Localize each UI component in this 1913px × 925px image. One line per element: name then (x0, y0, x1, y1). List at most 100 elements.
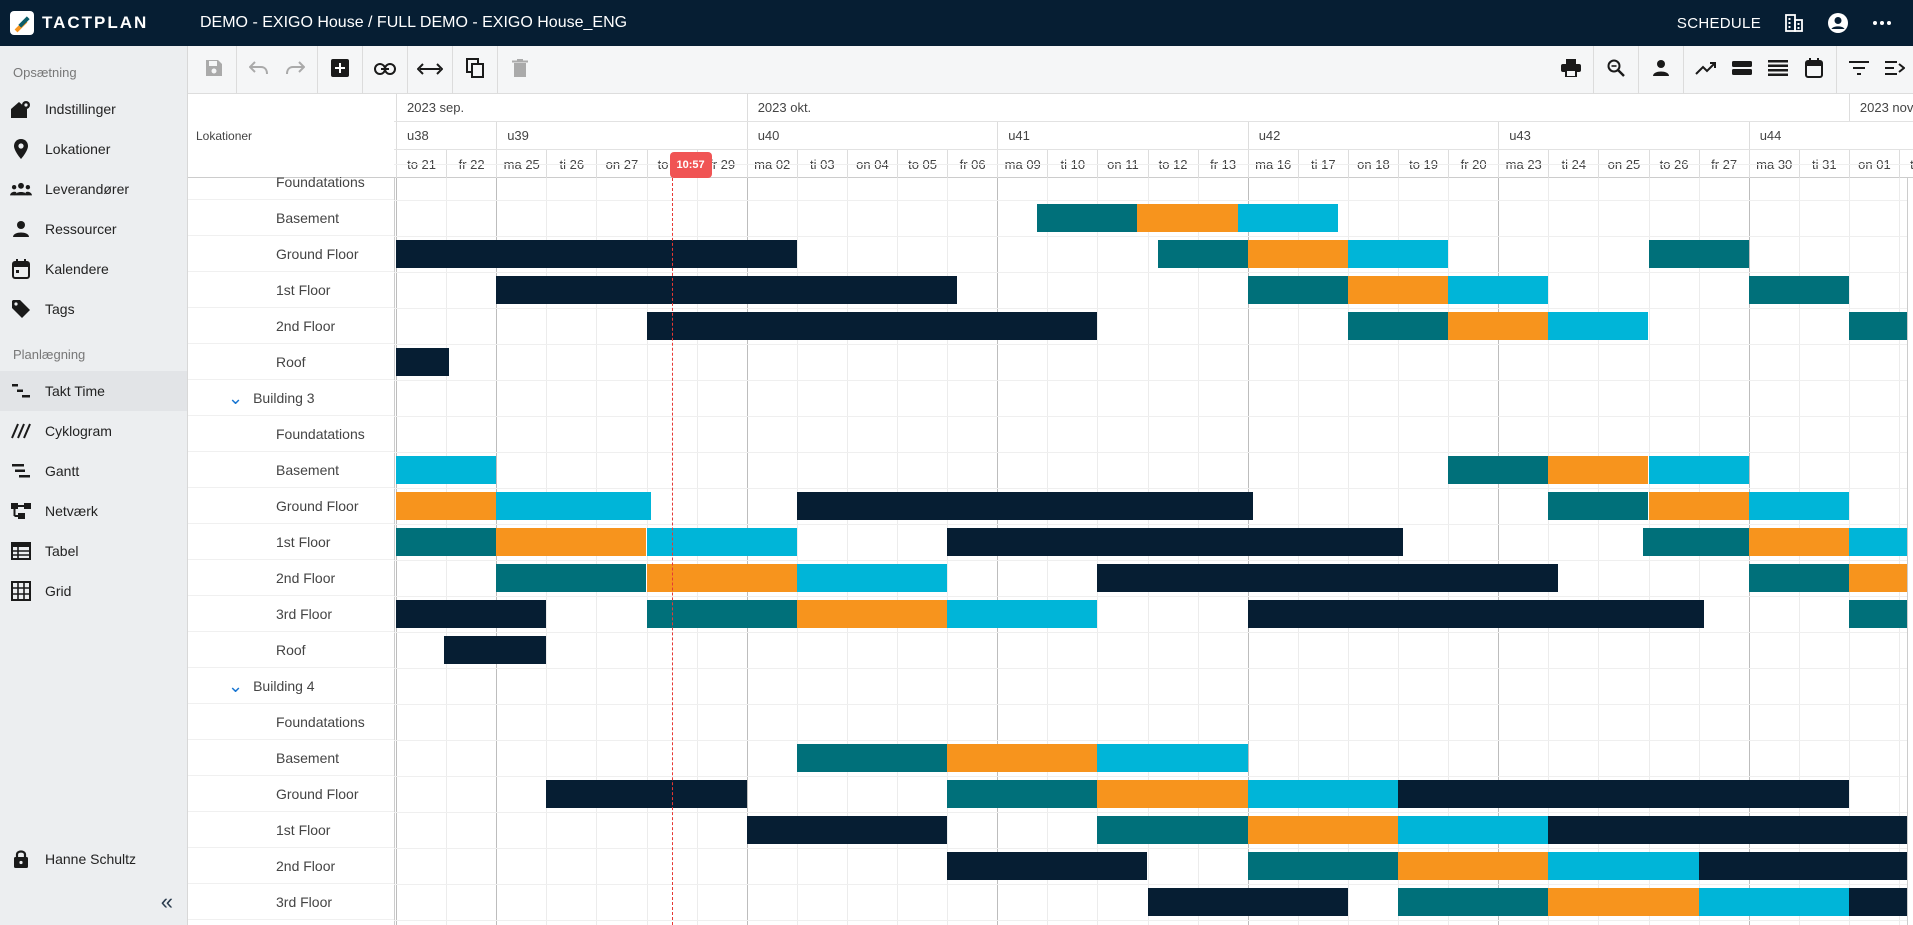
takt-task-bar[interactable] (1097, 744, 1248, 772)
takt-task-bar[interactable] (1548, 492, 1649, 520)
sidebar-item-ressourcer[interactable]: Ressourcer (0, 209, 187, 249)
takt-task-bar[interactable] (1698, 852, 1913, 880)
takt-task-bar[interactable] (1748, 528, 1849, 556)
takt-task-bar[interactable] (1648, 492, 1749, 520)
takt-task-bar[interactable] (796, 600, 948, 628)
sidebar-item-indstillinger[interactable]: Indstillinger (0, 89, 187, 129)
takt-task-bar[interactable] (1448, 276, 1549, 304)
location-row[interactable]: Basement (188, 452, 394, 488)
takt-task-bar[interactable] (796, 492, 1253, 520)
takt-task-bar[interactable] (796, 564, 948, 592)
filter-button[interactable] (1841, 52, 1877, 88)
takt-task-bar[interactable] (496, 492, 652, 520)
takt-task-bar[interactable] (1097, 816, 1248, 844)
sidebar-item-grid[interactable]: Grid (0, 571, 187, 611)
takt-task-bar[interactable] (396, 456, 497, 484)
takt-task-bar[interactable] (396, 492, 497, 520)
takt-task-bar[interactable] (1097, 780, 1248, 808)
location-row[interactable]: 1st Floor (188, 272, 394, 308)
takt-task-bar[interactable] (1548, 312, 1649, 340)
takt-task-bar[interactable] (1748, 492, 1849, 520)
takt-task-bar[interactable] (1137, 204, 1238, 232)
calendar-view-button[interactable] (1796, 52, 1832, 88)
takt-task-bar[interactable] (1448, 312, 1549, 340)
add-button[interactable] (322, 52, 358, 88)
takt-task-bar[interactable] (1648, 456, 1749, 484)
takt-task-bar[interactable] (1037, 204, 1138, 232)
takt-task-bar[interactable] (1848, 528, 1913, 556)
view-compact-button[interactable] (1724, 52, 1760, 88)
copy-button[interactable] (457, 52, 493, 88)
takt-task-bar[interactable] (1848, 312, 1913, 340)
sidebar-item-netvaerk[interactable]: Netværk (0, 491, 187, 531)
sidebar-item-kalendere[interactable]: Kalendere (0, 249, 187, 289)
schedule-button[interactable]: SCHEDULE (1676, 14, 1761, 32)
sidebar-item-lokationer[interactable]: Lokationer (0, 129, 187, 169)
takt-task-bar[interactable] (396, 240, 797, 268)
takt-task-bar[interactable] (1398, 780, 1849, 808)
location-row[interactable]: 1st Floor (188, 812, 394, 848)
takt-task-bar[interactable] (796, 744, 948, 772)
takt-task-bar[interactable] (1247, 600, 1704, 628)
takt-task-bar[interactable] (396, 600, 547, 628)
more-icon[interactable] (1871, 12, 1893, 34)
resource-filter-button[interactable] (1643, 52, 1679, 88)
takt-task-bar[interactable] (396, 528, 497, 556)
location-row[interactable]: Roof (188, 632, 394, 668)
takt-task-bar[interactable] (947, 600, 1098, 628)
user-menu[interactable]: Hanne Schultz (0, 839, 187, 879)
sidebar-item-takt-time[interactable]: Takt Time (0, 371, 187, 411)
takt-task-bar[interactable] (1848, 888, 1913, 916)
location-row[interactable]: 3rd Floor (188, 596, 394, 632)
location-row[interactable]: Basement (188, 740, 394, 776)
takt-task-bar[interactable] (1548, 888, 1699, 916)
takt-task-bar[interactable] (947, 780, 1098, 808)
chevron-down-icon[interactable]: ⌄ (228, 675, 244, 696)
takt-task-bar[interactable] (496, 564, 647, 592)
takt-task-bar[interactable] (1848, 600, 1913, 628)
takt-task-bar[interactable] (646, 600, 797, 628)
location-group-row[interactable]: ⌄ Building 4 (188, 668, 394, 704)
account-icon[interactable] (1827, 12, 1849, 34)
print-button[interactable] (1553, 52, 1589, 88)
logo[interactable]: Tactplan (0, 11, 188, 35)
location-row[interactable]: 2nd Floor (188, 308, 394, 344)
undo-button[interactable] (241, 52, 277, 88)
takt-task-bar[interactable] (1347, 312, 1449, 340)
takt-task-bar[interactable] (496, 276, 958, 304)
save-button[interactable] (196, 52, 232, 88)
takt-task-bar[interactable] (646, 312, 1098, 340)
takt-task-bar[interactable] (496, 528, 647, 556)
redo-button[interactable] (277, 52, 313, 88)
takt-task-bar[interactable] (1237, 204, 1338, 232)
location-row[interactable]: Ground Floor (188, 488, 394, 524)
takt-task-bar[interactable] (1698, 888, 1849, 916)
link-button[interactable] (367, 52, 403, 88)
location-group-row[interactable]: ⌄ Building 3 (188, 380, 394, 416)
takt-task-bar[interactable] (1648, 240, 1749, 268)
takt-task-bar[interactable] (1347, 240, 1449, 268)
takt-task-bar[interactable] (1347, 276, 1449, 304)
sidebar-item-leverandorer[interactable]: Leverandører (0, 169, 187, 209)
location-row[interactable]: 2nd Floor (188, 848, 394, 884)
takt-task-bar[interactable] (1398, 816, 1549, 844)
takt-task-bar[interactable] (1748, 276, 1849, 304)
location-row[interactable]: Ground Floor (188, 236, 394, 272)
takt-task-bar[interactable] (947, 744, 1098, 772)
location-row[interactable]: Ground Floor (188, 776, 394, 812)
location-row[interactable]: Foundatations (188, 704, 394, 740)
takt-task-bar[interactable] (1398, 888, 1549, 916)
takt-task-bar[interactable] (1097, 564, 1559, 592)
zoom-button[interactable] (1598, 52, 1634, 88)
takt-task-bar[interactable] (1548, 456, 1649, 484)
chevron-down-icon[interactable]: ⌄ (228, 387, 244, 408)
takt-task-bar[interactable] (1398, 852, 1549, 880)
collapse-sidebar-button[interactable]: « (0, 879, 187, 925)
takt-task-bar[interactable] (1147, 888, 1348, 916)
sidebar-item-tabel[interactable]: Tabel (0, 531, 187, 571)
sidebar-item-gantt[interactable]: Gantt (0, 451, 187, 491)
takt-task-bar[interactable] (1548, 852, 1699, 880)
sidebar-item-tags[interactable]: Tags (0, 289, 187, 329)
takt-task-bar[interactable] (1848, 564, 1913, 592)
takt-task-bar[interactable] (1448, 456, 1549, 484)
